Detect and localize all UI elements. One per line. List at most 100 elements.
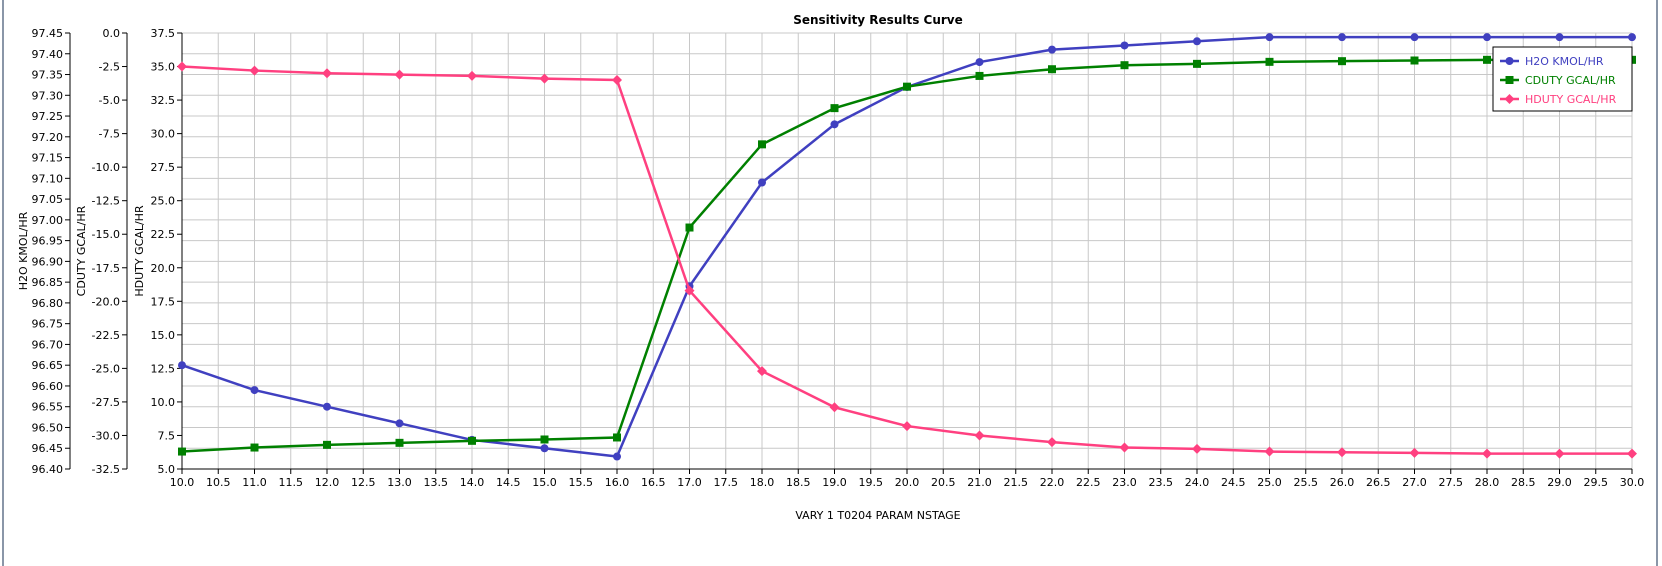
- x-tick-label: 29.5: [1584, 476, 1609, 489]
- h2o-tick-label: 97.05: [32, 193, 64, 206]
- h2o-tick-label: 97.15: [32, 152, 64, 165]
- data-point: [830, 104, 839, 113]
- data-point: [1264, 446, 1275, 457]
- x-tick-label: 26.5: [1366, 476, 1391, 489]
- data-point: [1628, 33, 1636, 42]
- data-point: [1627, 448, 1637, 459]
- grid: [182, 32, 1633, 469]
- data-point: [612, 74, 622, 85]
- x-tick-label: 12.5: [351, 476, 376, 489]
- h2o-axis-label: H2O KMOL/HR: [17, 211, 30, 290]
- hduty-tick-label: 30.0: [151, 128, 176, 141]
- cduty-tick-label: -25.0: [92, 362, 120, 375]
- x-tick-label: 21.5: [1004, 476, 1029, 489]
- data-point: [395, 438, 404, 447]
- x-tick-label: 22.0: [1040, 476, 1065, 489]
- data-point: [829, 402, 840, 413]
- data-point: [178, 361, 186, 370]
- legend: H2O KMOL/HR CDUTY GCAL/HR HDUTY GCAL/HR: [1492, 46, 1633, 112]
- hduty-tick-label: 10.0: [151, 396, 176, 409]
- x-tick-label: 26.0: [1330, 476, 1355, 489]
- data-point: [1048, 45, 1056, 54]
- data-point: [758, 140, 766, 149]
- x-tick-label: 18.5: [786, 476, 811, 489]
- hduty-tick-label: 25.0: [151, 195, 176, 208]
- cduty-tick-label: -32.5: [92, 463, 120, 476]
- data-point: [684, 285, 695, 296]
- x-tick-label: 22.5: [1076, 476, 1101, 489]
- h2o-tick-label: 96.85: [32, 276, 64, 289]
- cduty-tick-label: -2.5: [99, 61, 120, 74]
- data-point: [903, 82, 911, 91]
- data-point: [1193, 37, 1201, 46]
- data-point: [1048, 65, 1056, 74]
- data-point: [250, 443, 259, 452]
- data-point: [1409, 447, 1420, 458]
- data-point: [830, 120, 839, 129]
- data-point: [1337, 447, 1347, 458]
- cduty-axis-label: CDUTY GCAL/HR: [75, 205, 88, 296]
- x-tick-label: 13.5: [424, 476, 449, 489]
- x-tick-label: 29.0: [1547, 476, 1572, 489]
- data-point: [1505, 57, 1514, 65]
- x-tick-label: 23.0: [1112, 476, 1137, 489]
- h2o-tick-label: 96.80: [32, 297, 64, 310]
- x-tick-label: 25.5: [1294, 476, 1319, 489]
- cduty-tick-label: 0.0: [103, 27, 121, 40]
- data-point: [395, 419, 404, 428]
- data-point: [1338, 57, 1346, 66]
- x-tick-label: 11.5: [279, 476, 304, 489]
- data-point: [250, 386, 259, 395]
- data-point: [177, 61, 187, 72]
- h2o-tick-label: 96.75: [32, 318, 64, 331]
- h2o-tick-label: 96.55: [32, 401, 64, 414]
- x-tick-label: 27.5: [1439, 476, 1464, 489]
- data-point: [1119, 442, 1130, 453]
- data-point: [685, 223, 694, 232]
- h2o-tick-label: 97.00: [32, 214, 64, 227]
- h2o-tick-label: 96.65: [32, 359, 64, 372]
- data-point: [757, 366, 767, 377]
- x-tick-label: 17.0: [677, 476, 702, 489]
- x-tick-label: 12.0: [315, 476, 340, 489]
- data-point: [1192, 443, 1202, 454]
- window-border-left: [2, 0, 4, 566]
- x-tick-label: 23.5: [1149, 476, 1174, 489]
- data-point: [1483, 33, 1491, 42]
- cduty-tick-label: -20.0: [92, 295, 120, 308]
- data-point: [1410, 56, 1419, 65]
- data-point: [394, 69, 405, 80]
- legend-label-hduty: HDUTY GCAL/HR: [1525, 93, 1617, 106]
- data-point: [1554, 448, 1565, 459]
- h2o-tick-label: 96.70: [32, 338, 64, 351]
- hduty-tick-label: 35.0: [151, 61, 176, 74]
- hduty-tick-label: 17.5: [151, 295, 176, 308]
- hduty-tick-label: 7.5: [158, 429, 176, 442]
- h2o-tick-label: 97.35: [32, 69, 64, 82]
- cduty-tick-label: -17.5: [92, 262, 120, 275]
- x-tick-label: 14.0: [460, 476, 485, 489]
- cduty-tick-label: -12.5: [92, 195, 120, 208]
- x-axis-label: VARY 1 T0204 PARAM NSTAGE: [795, 509, 960, 522]
- hduty-tick-label: 12.5: [151, 362, 176, 375]
- data-point: [758, 178, 766, 187]
- cduty-tick-label: -7.5: [99, 128, 120, 141]
- x-tick-label: 28.5: [1511, 476, 1536, 489]
- hduty-tick-label: 37.5: [151, 27, 176, 40]
- data-point: [178, 447, 186, 456]
- data-point: [1482, 448, 1492, 459]
- h2o-tick-label: 97.45: [32, 27, 64, 40]
- x-tick-label: 13.0: [387, 476, 412, 489]
- h2o-tick-label: 96.40: [32, 463, 64, 476]
- x-tick-label: 14.5: [496, 476, 521, 489]
- h2o-tick-label: 97.30: [32, 89, 64, 102]
- data-point: [1505, 76, 1514, 84]
- h2o-tick-label: 97.10: [32, 172, 64, 185]
- data-point: [540, 435, 549, 444]
- x-tick-label: 15.5: [569, 476, 594, 489]
- h2o-tick-label: 97.40: [32, 48, 64, 61]
- data-point: [1410, 33, 1419, 42]
- cduty-tick-label: -27.5: [92, 396, 120, 409]
- data-point: [1504, 94, 1515, 104]
